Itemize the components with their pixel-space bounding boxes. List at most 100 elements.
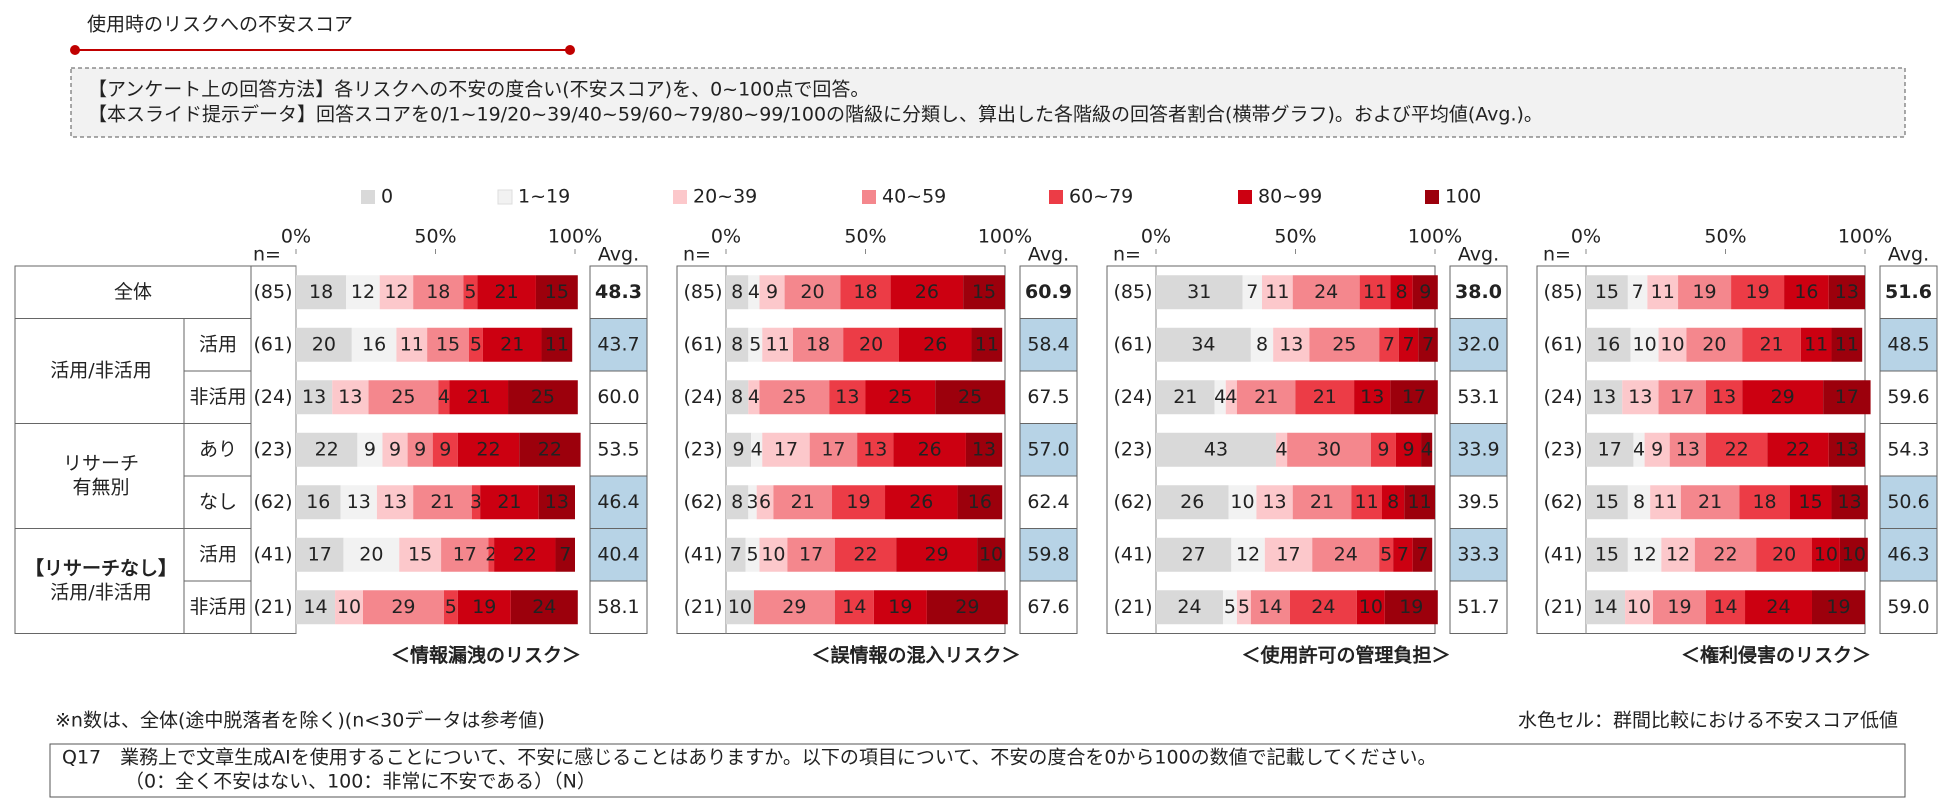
segment-label: 25 [1332,333,1356,355]
avg-header: Avg. [1458,244,1499,266]
avg-value: 43.7 [597,333,639,355]
segment-label: 19 [846,491,870,513]
bar-segment [1742,327,1801,362]
segment-label: 8 [1633,491,1645,513]
segment-label: 17 [1670,386,1694,408]
bar-segment [1292,275,1360,310]
segment-label: 18 [426,281,450,303]
legend-swatch [862,190,876,204]
segment-label: 29 [782,596,806,618]
segment-label: 9 [414,438,426,460]
panel-frame [1106,265,1436,634]
segment-label: 11 [1265,281,1289,303]
segment-label: 21 [430,491,454,513]
x-tick-label: 50% [1704,226,1746,248]
segment-label: 22 [1713,543,1737,565]
footnote: ※n数は、全体(途中脱落者を除く)(n<30データは参考値) [55,710,545,732]
bar-segment [1379,327,1399,362]
segment-label: 13 [1676,438,1700,460]
bar-segment [1214,380,1226,415]
segment-label: 26 [909,491,933,513]
bar-segment [1731,275,1785,310]
bar-segment [468,327,483,362]
avg-cell [1019,580,1078,634]
segment-label: 21 [1254,386,1278,408]
bar-segment [896,537,978,572]
avg-value: 53.5 [597,438,639,460]
x-tick-label: 0% [1141,226,1171,248]
bar-segment [857,432,894,467]
bar-segment [1767,432,1829,467]
segment-label: 10 [1627,596,1651,618]
x-tick-label: 100% [978,226,1032,248]
avg-value: 38.0 [1455,281,1502,303]
bar-segment [1275,432,1288,467]
avg-value: 60.0 [597,386,639,408]
segment-label: 17 [1276,543,1300,565]
n-label: (21) [683,596,722,618]
bar-segment [379,275,414,310]
segment-label: 15 [408,543,432,565]
avg-value: 33.3 [1457,543,1499,565]
bar-segment [1800,327,1832,362]
bar-segment [449,380,509,415]
segment-label: 20 [859,333,883,355]
segment-label: 13 [1838,491,1862,513]
bar-segment [508,380,578,415]
avg-cell [589,528,648,582]
segment-label: 13 [1835,438,1859,460]
bar-segment [843,327,899,362]
bar-segment [343,537,400,572]
segment-label: 12 [384,281,408,303]
avg-value: 32.0 [1457,333,1499,355]
segment-label: 22 [476,438,500,460]
segment-label: 13 [1279,333,1303,355]
bar-segment [1289,590,1357,625]
bar-segment [1586,485,1628,520]
bar-segment [1292,485,1352,520]
n-label: (23) [1113,438,1152,460]
bar-segment [957,485,1003,520]
bar-segment [1242,275,1263,310]
n-label: (23) [1543,438,1582,460]
segment-label: 5 [464,281,476,303]
bar-segment [963,275,1005,310]
segment-label: 13 [972,438,996,460]
segment-label: 11 [545,333,569,355]
segment-label: 5 [1238,596,1250,618]
bar-segment [1351,485,1382,520]
segment-label: 13 [338,386,362,408]
bar-segment [1633,432,1645,467]
bar-segment [1627,537,1662,572]
segment-label: 21 [500,333,524,355]
avg-header: Avg. [1888,244,1929,266]
segment-label: 14 [303,596,327,618]
avg-value: 59.8 [1027,543,1069,565]
bar-segment [1652,590,1706,625]
bar-segment [1395,432,1422,467]
n-label: (24) [1113,386,1152,408]
segment-label: 18 [309,281,333,303]
bar-segment [538,485,575,520]
bar-segment [519,432,581,467]
bar-segment [1705,590,1746,625]
group-label: 活用/非活用 [50,360,151,382]
row-label: 活用 [199,543,237,565]
segment-label: 4 [1276,438,1288,460]
segment-label: 16 [1596,333,1620,355]
segment-label: 17 [821,438,845,460]
bar-segment [1742,380,1824,415]
segment-label: 11 [1408,491,1432,513]
bar-segment [971,327,1003,362]
bar-segment [726,485,749,520]
bar-segment [834,590,874,625]
avg-value: 67.6 [1027,596,1069,618]
bar-segment [1650,485,1681,520]
avg-cell [1449,423,1508,477]
segment-label: 17 [799,543,823,565]
group-label: 全体 [114,281,152,303]
bar-segment [1381,485,1405,520]
bar-segment [382,432,408,467]
segment-label: 17 [1835,386,1859,408]
segment-label: 5 [1380,543,1392,565]
